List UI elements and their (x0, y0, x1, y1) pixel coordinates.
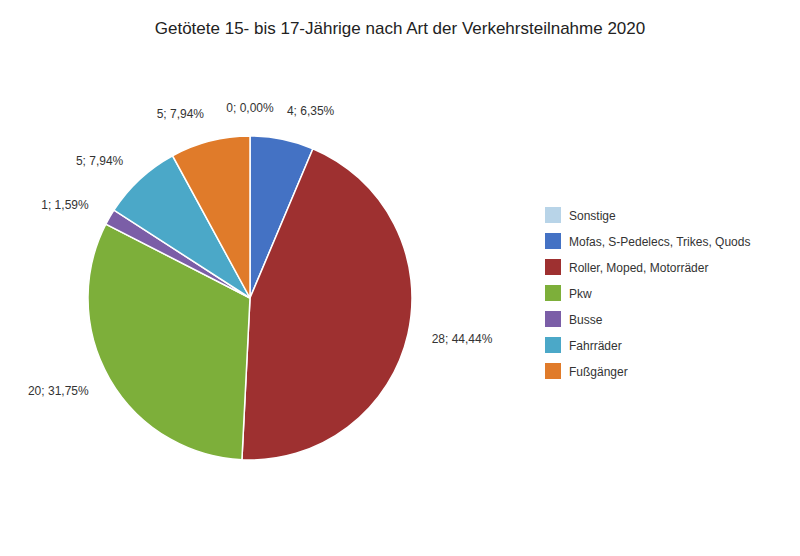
chart: Getötete 15- bis 17-Jährige nach Art der… (0, 0, 800, 556)
data-labels: 0; 0,00% 4; 6,35% 28; 44,44% 20; 31,75% 1; 1… (28, 101, 493, 398)
data-label: 4; 6,35% (287, 104, 335, 118)
legend: Sonstige Mofas, S-Pedelecs, Trikes, Quods… (545, 207, 750, 379)
slice (242, 149, 412, 460)
data-label: 0; 0,00% (226, 101, 274, 115)
data-label: 1; 1,59% (41, 198, 89, 212)
legend-entry: Roller, Moped, Motorräder (569, 261, 708, 275)
legend-swatch (545, 233, 561, 249)
data-label: 5; 7,94% (157, 107, 205, 121)
legend-entry: Busse (569, 313, 603, 327)
legend-entry: Fahrräder (569, 339, 622, 353)
legend-entry: Pkw (569, 287, 592, 301)
data-label: 5; 7,94% (76, 154, 124, 168)
slices (88, 136, 412, 460)
legend-swatch (545, 259, 561, 275)
legend-entry: Fußgänger (569, 365, 628, 379)
legend-entry: Sonstige (569, 209, 616, 223)
legend-swatch (545, 363, 561, 379)
legend-swatch (545, 207, 561, 223)
legend-swatch (545, 311, 561, 327)
data-label: 28; 44,44% (432, 332, 493, 346)
legend-swatch (545, 285, 561, 301)
data-label: 20; 31,75% (28, 384, 89, 398)
legend-entry: Mofas, S-Pedelecs, Trikes, Quods (569, 235, 750, 249)
legend-swatch (545, 337, 561, 353)
slice (173, 136, 250, 298)
title: Getötete 15- bis 17-Jährige nach Art der… (155, 19, 645, 38)
